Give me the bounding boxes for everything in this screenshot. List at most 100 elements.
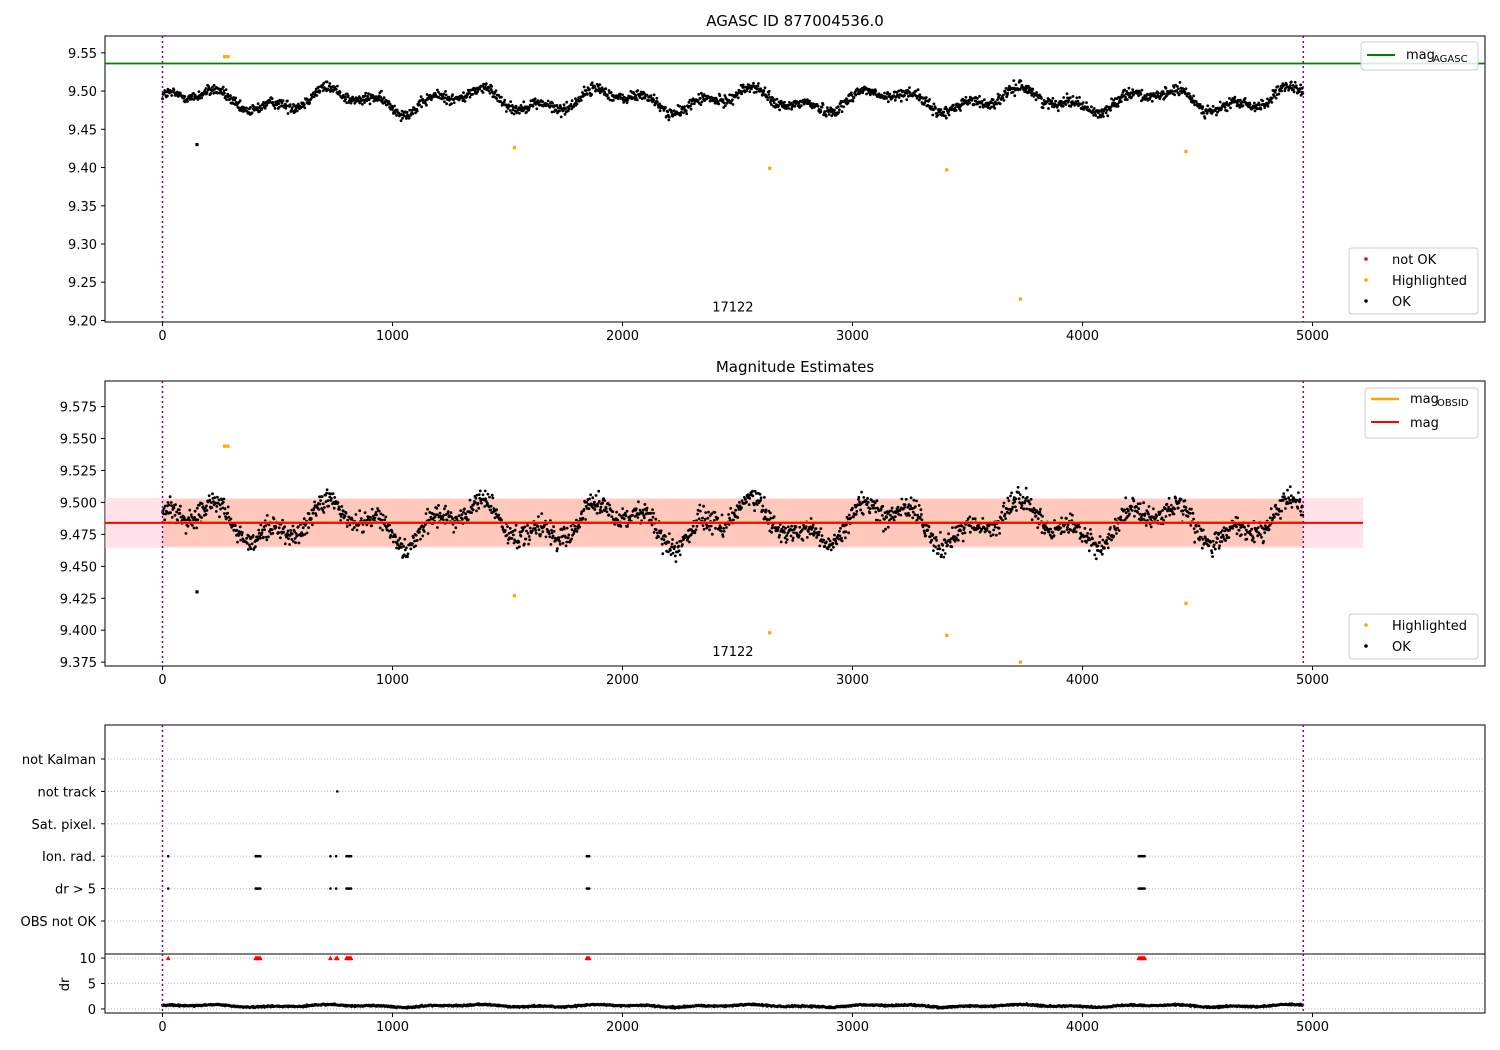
data-point — [747, 503, 751, 506]
data-point — [471, 508, 475, 512]
data-point — [256, 102, 260, 106]
data-point — [673, 554, 677, 558]
data-point — [922, 529, 926, 533]
data-point — [459, 509, 463, 512]
data-point — [360, 99, 364, 102]
data-point — [597, 489, 601, 493]
data-point — [996, 98, 999, 102]
data-point — [626, 525, 629, 528]
data-point — [387, 529, 391, 533]
data-point — [1233, 95, 1237, 99]
data-point — [264, 535, 268, 539]
data-point — [650, 523, 654, 527]
data-point — [333, 496, 337, 499]
data-point — [972, 103, 976, 107]
data-point — [317, 508, 321, 511]
data-point — [769, 511, 772, 515]
data-point — [664, 535, 667, 538]
data-point — [378, 526, 382, 530]
data-point — [175, 90, 179, 94]
data-point — [1034, 514, 1038, 518]
data-point — [1211, 555, 1214, 558]
data-point — [505, 533, 509, 537]
series-point-highlighted — [768, 631, 772, 635]
data-point — [405, 117, 408, 120]
data-point — [1200, 107, 1204, 111]
data-point — [357, 99, 360, 103]
data-point — [192, 526, 196, 530]
data-point — [981, 517, 985, 520]
data-point — [533, 523, 536, 527]
data-point — [1002, 504, 1005, 508]
data-point — [475, 493, 479, 497]
data-point — [322, 511, 326, 514]
data-point — [1060, 530, 1064, 534]
data-point — [662, 538, 666, 542]
data-point — [418, 530, 421, 534]
data-point — [775, 97, 779, 101]
data-point — [490, 493, 494, 497]
data-point — [1298, 498, 1302, 501]
data-point — [801, 538, 805, 542]
data-point — [389, 534, 393, 537]
data-point — [1019, 79, 1023, 83]
data-point — [1257, 103, 1261, 107]
data-point — [1294, 84, 1298, 88]
data-point — [1282, 83, 1286, 87]
data-point — [865, 92, 868, 96]
data-point — [343, 95, 347, 99]
data-point — [201, 505, 205, 509]
data-point — [214, 510, 218, 513]
data-point — [1146, 519, 1149, 522]
ytick-label: 9.50 — [68, 85, 97, 100]
data-point — [426, 532, 430, 535]
ytick-label: 5 — [88, 978, 96, 993]
data-point — [476, 501, 480, 505]
data-point — [1268, 516, 1272, 520]
data-point — [772, 101, 776, 105]
data-point — [1004, 517, 1007, 520]
data-point — [669, 548, 672, 552]
data-point — [858, 500, 861, 504]
data-point — [484, 497, 488, 501]
data-point — [687, 101, 691, 104]
data-point — [340, 505, 344, 508]
data-point — [664, 106, 667, 109]
data-point — [690, 102, 693, 106]
data-point — [197, 90, 201, 93]
data-point — [400, 542, 404, 546]
data-point — [489, 504, 493, 508]
data-point — [181, 518, 185, 522]
data-point — [886, 100, 890, 104]
data-point — [495, 97, 498, 100]
data-point — [405, 546, 408, 550]
data-point — [560, 528, 564, 531]
data-point — [1109, 108, 1112, 112]
data-point — [212, 500, 216, 504]
data-point — [1094, 114, 1098, 117]
y-axis-label: dr — [58, 977, 73, 991]
data-point — [604, 507, 608, 510]
data-point — [582, 85, 586, 89]
data-point — [877, 92, 881, 96]
data-point — [1014, 83, 1018, 87]
data-point — [1098, 535, 1102, 538]
data-point — [700, 91, 703, 95]
data-point — [196, 518, 200, 522]
data-point — [1021, 495, 1025, 499]
data-point — [948, 540, 952, 544]
data-point — [443, 96, 447, 100]
data-point — [476, 90, 479, 94]
data-point — [624, 514, 628, 518]
data-point — [1253, 101, 1256, 105]
data-point — [897, 512, 900, 516]
legend-label-sub: OBSID — [1437, 398, 1469, 409]
data-point — [701, 524, 705, 527]
data-point — [1108, 537, 1111, 540]
data-point — [831, 541, 835, 545]
data-point — [183, 95, 187, 98]
data-point — [251, 534, 255, 537]
data-point — [323, 506, 326, 509]
data-point — [1100, 552, 1104, 556]
data-point — [1127, 86, 1131, 90]
